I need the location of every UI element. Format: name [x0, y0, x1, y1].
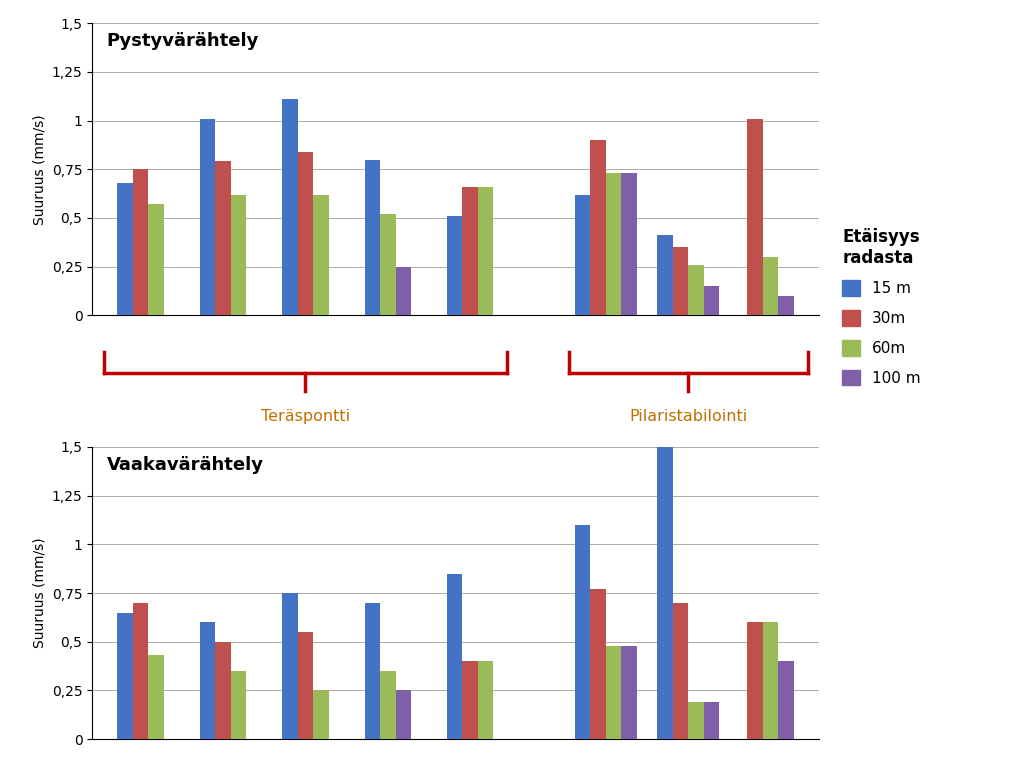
- Bar: [380, 671, 395, 739]
- Bar: [673, 603, 688, 739]
- Bar: [133, 169, 148, 316]
- Bar: [395, 266, 411, 316]
- Bar: [313, 691, 329, 739]
- Bar: [591, 589, 606, 739]
- Bar: [763, 257, 778, 316]
- Y-axis label: Suuruus (mm/s): Suuruus (mm/s): [32, 537, 46, 648]
- Bar: [283, 593, 298, 739]
- Y-axis label: Suuruus (mm/s): Suuruus (mm/s): [32, 114, 46, 225]
- Bar: [215, 641, 230, 739]
- Bar: [365, 159, 380, 316]
- Text: Vaakavärähtely: Vaakavärähtely: [106, 456, 264, 474]
- Bar: [148, 204, 164, 316]
- Bar: [283, 99, 298, 316]
- Bar: [446, 216, 463, 316]
- Bar: [778, 296, 794, 316]
- Bar: [778, 661, 794, 739]
- Text: Pilaristabilointi: Pilaristabilointi: [629, 409, 748, 424]
- Bar: [478, 187, 494, 316]
- Bar: [380, 214, 395, 316]
- Bar: [148, 655, 164, 739]
- Bar: [200, 119, 215, 316]
- Bar: [298, 152, 313, 316]
- Bar: [200, 622, 215, 739]
- Bar: [313, 195, 329, 316]
- Bar: [478, 661, 494, 739]
- Bar: [446, 574, 463, 739]
- Text: Pystyvärähtely: Pystyvärähtely: [106, 32, 259, 50]
- Bar: [230, 195, 247, 316]
- Bar: [763, 622, 778, 739]
- Bar: [574, 195, 591, 316]
- Bar: [622, 646, 637, 739]
- Bar: [657, 447, 673, 739]
- Bar: [657, 236, 673, 316]
- Bar: [748, 119, 763, 316]
- Bar: [133, 603, 148, 739]
- Bar: [606, 173, 622, 316]
- Bar: [688, 702, 703, 739]
- Bar: [298, 632, 313, 739]
- Bar: [463, 661, 478, 739]
- Bar: [365, 603, 380, 739]
- Bar: [591, 140, 606, 316]
- Bar: [118, 613, 133, 739]
- Bar: [703, 286, 719, 316]
- Bar: [748, 622, 763, 739]
- Bar: [606, 646, 622, 739]
- Bar: [622, 173, 637, 316]
- Text: Teräspontti: Teräspontti: [261, 409, 350, 424]
- Bar: [703, 702, 719, 739]
- Bar: [215, 162, 230, 316]
- Bar: [688, 265, 703, 316]
- Bar: [230, 671, 247, 739]
- Bar: [118, 183, 133, 316]
- Legend: 15 m, 30m, 60m, 100 m: 15 m, 30m, 60m, 100 m: [837, 223, 926, 390]
- Bar: [673, 247, 688, 316]
- Bar: [574, 525, 591, 739]
- Bar: [395, 691, 411, 739]
- Bar: [463, 187, 478, 316]
